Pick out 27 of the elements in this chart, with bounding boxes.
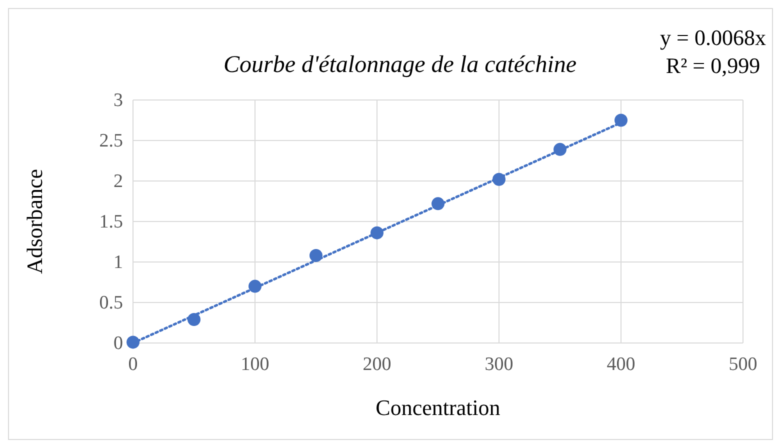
y-tick-label: 1.5 — [99, 212, 123, 232]
point — [248, 280, 262, 293]
x-axis-title: Concentration — [376, 395, 500, 420]
x-tick-label: 500 — [728, 354, 758, 375]
y-tick-label: 0 — [114, 333, 123, 354]
y-tick-label: 2.5 — [99, 130, 123, 152]
point — [492, 172, 506, 186]
x-tick-label: 300 — [484, 354, 514, 375]
x-tick-label: 200 — [362, 354, 392, 375]
y-tick-label: 3 — [114, 90, 123, 111]
point — [188, 313, 200, 326]
text: R² = 0,999 — [666, 53, 760, 78]
text: y = 0.0068x — [660, 25, 766, 50]
point — [614, 114, 628, 127]
y-tick-label: 1 — [114, 252, 123, 273]
y-tick-label: 2 — [114, 171, 123, 192]
x-tick-label: 0 — [128, 354, 138, 375]
chart-title: Courbe d'étalonnage de la catéchine — [223, 52, 577, 78]
point — [554, 142, 566, 156]
x-tick-label: 400 — [606, 354, 636, 375]
y-axis-title: Adsorbance — [22, 168, 47, 274]
point — [310, 249, 322, 262]
point — [370, 226, 384, 240]
y-tick-label: 0.5 — [99, 292, 123, 314]
x-tick-label: 100 — [240, 354, 270, 375]
point — [432, 197, 444, 210]
point — [126, 336, 140, 349]
